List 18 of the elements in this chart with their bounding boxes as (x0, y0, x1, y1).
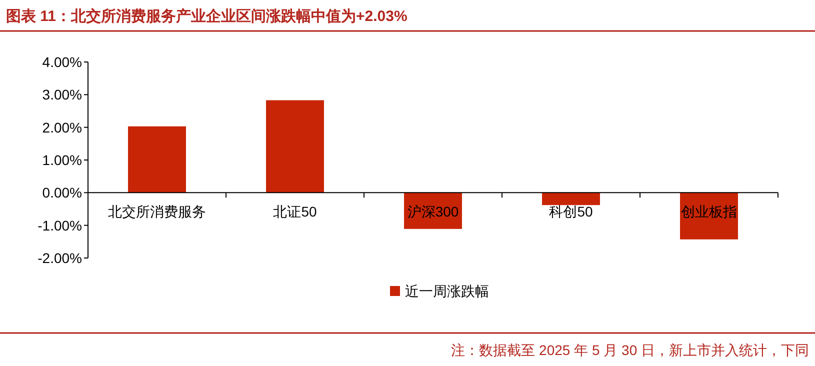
y-tick-label: 0.00% (42, 184, 82, 201)
y-tick-label: 1.00% (42, 152, 82, 168)
y-tick-label: -1.00% (38, 217, 82, 234)
y-tick-label: 2.00% (42, 119, 82, 136)
x-tick-label: 沪深300 (407, 204, 459, 220)
bar (266, 100, 324, 193)
chart-title: 图表 11：北交所消费服务产业企业区间涨跌幅中值为+2.03% (6, 7, 408, 25)
bar (128, 126, 186, 193)
text: 注：数据截至 2025 年 5 月 30 日，新上市并入统计，下同 (451, 342, 809, 358)
x-tick-label: 北证50 (273, 204, 317, 220)
y-tick-label: 4.00% (42, 54, 82, 70)
y-tick-label: 3.00% (42, 86, 82, 103)
y-tick-label: -2.00% (38, 250, 82, 266)
x-tick-label: 北交所消费服务 (108, 204, 206, 220)
x-tick-label: 科创50 (549, 204, 593, 220)
legend-label: 近一周涨跌幅 (405, 283, 489, 299)
x-tick-label: 创业板指 (681, 204, 737, 220)
bar (542, 192, 600, 206)
